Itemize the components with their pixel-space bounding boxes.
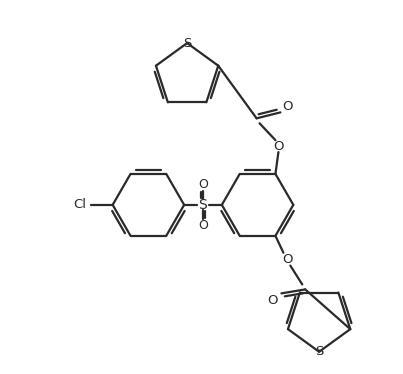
Text: O: O bbox=[273, 140, 284, 153]
Text: S: S bbox=[183, 37, 191, 50]
Text: O: O bbox=[198, 219, 208, 232]
Text: O: O bbox=[282, 253, 293, 266]
Text: S: S bbox=[315, 345, 323, 358]
Text: S: S bbox=[199, 198, 208, 212]
Text: O: O bbox=[198, 178, 208, 190]
Text: O: O bbox=[282, 100, 293, 113]
Text: O: O bbox=[267, 294, 278, 307]
Text: Cl: Cl bbox=[73, 198, 86, 211]
